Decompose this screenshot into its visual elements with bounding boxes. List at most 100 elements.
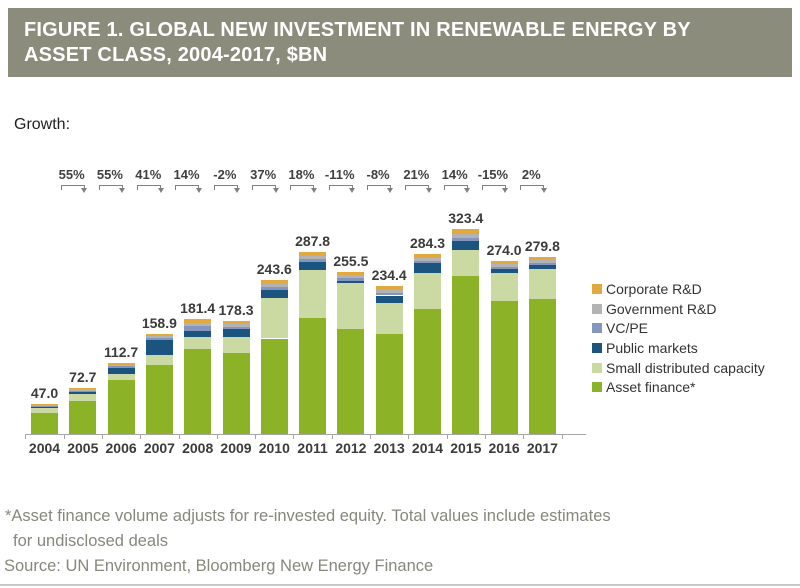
axis-tick [255, 434, 257, 439]
growth-arrow [290, 185, 317, 193]
bar-segment-corporate-r-d [184, 319, 212, 324]
legend-item: Asset finance* [592, 379, 765, 399]
bar-segment-public-markets [222, 329, 250, 337]
bar-segment-public-markets [528, 264, 556, 269]
x-axis-label: 2016 [488, 440, 520, 456]
bar-segment-vc-pe [222, 327, 250, 330]
x-axis-label: 2008 [182, 440, 214, 456]
bar-segment-vc-pe [490, 266, 518, 270]
bar-segment-public-markets [299, 262, 327, 270]
axis-tick [561, 434, 563, 439]
bar-segment-corporate-r-d [414, 254, 441, 259]
bottom-border [0, 584, 800, 586]
bar-segment-asset-finance [31, 412, 58, 434]
growth-arrow [328, 185, 356, 193]
bar-segment-government-r-d [69, 389, 97, 391]
bar-segment-corporate-r-d [69, 388, 97, 390]
bar-segment-corporate-r-d [452, 229, 480, 235]
bar-segment-vc-pe [69, 390, 97, 392]
bar-segment-vc-pe [528, 262, 556, 265]
bar-segment-small-distributed-capacity [299, 269, 327, 318]
bar-segment-small-distributed-capacity [107, 374, 135, 380]
bar-segment-public-markets [414, 263, 441, 273]
bar-segment-public-markets [452, 240, 480, 250]
growth-arrowhead-icon [272, 188, 279, 193]
bar-segment-asset-finance [490, 301, 518, 434]
legend-item: VC/PE [592, 320, 765, 340]
bar-segment-vc-pe [375, 293, 403, 296]
growth-arrowhead-icon [464, 188, 470, 193]
growth-arrowhead-icon [349, 188, 356, 193]
legend-label: VC/PE [606, 320, 649, 337]
bar-segment-vc-pe [31, 406, 58, 408]
bar-segment-public-markets [145, 340, 173, 355]
x-axis-label: 2017 [526, 440, 558, 456]
axis-tick [370, 434, 372, 439]
x-axis-label: 2011 [297, 440, 328, 456]
bar-segment-asset-finance [145, 364, 173, 434]
bar-segment-vc-pe [337, 278, 365, 281]
growth-arrowhead-icon [502, 188, 509, 193]
growth-percent-label: -11% [324, 167, 355, 182]
bar-segment-government-r-d [452, 234, 480, 239]
bar-total-label: 72.7 [69, 369, 97, 386]
legend-swatch-icon [592, 343, 602, 354]
bar-segment-public-markets [490, 269, 518, 273]
bar-total-label: 284.3 [409, 235, 446, 252]
bar-segment-vc-pe [107, 366, 135, 369]
growth-arrowhead-icon [387, 188, 394, 193]
growth-arrow [137, 185, 164, 193]
bar-segment-public-markets [337, 280, 365, 284]
bar-segment-asset-finance [337, 329, 365, 434]
growth-arrow [481, 185, 509, 193]
growth-percent-label: 55% [96, 167, 123, 182]
bar-segment-corporate-r-d [260, 279, 288, 284]
x-axis-label: 2013 [373, 440, 405, 456]
growth-arrow [175, 185, 202, 193]
legend-label: Public markets [606, 340, 698, 357]
bar-total-label: 112.7 [103, 343, 139, 360]
x-axis-label: 2005 [67, 440, 99, 456]
axis-tick [523, 434, 525, 439]
legend-item: Government R&D [592, 301, 765, 321]
bar-total-label: 274.0 [486, 241, 522, 258]
bar-segment-asset-finance [375, 334, 403, 434]
bar-total-label: 287.8 [295, 232, 331, 249]
legend-item: Corporate R&D [592, 281, 765, 301]
bar-segment-government-r-d [145, 336, 173, 338]
axis-tick [484, 434, 486, 439]
legend-item: Small distributed capacity [592, 360, 765, 380]
bar-segment-vc-pe [184, 325, 212, 331]
axis-tick [140, 434, 142, 439]
bar-segment-asset-finance [414, 308, 441, 434]
bar-segment-small-distributed-capacity [31, 407, 58, 413]
bar-total-label: 47.0 [30, 385, 59, 402]
bar-total-label: 243.6 [256, 260, 292, 277]
bar-segment-public-markets [375, 295, 403, 303]
bar-total-label: 158.9 [141, 314, 177, 331]
bar-total-label: 279.8 [524, 238, 560, 255]
growth-arrow [366, 185, 394, 193]
x-axis-label: 2007 [143, 440, 175, 456]
bar-segment-vc-pe [299, 258, 327, 263]
growth-percent-label: 14% [173, 167, 200, 182]
bar-segment-corporate-r-d [375, 285, 403, 291]
growth-arrowhead-icon [425, 188, 432, 193]
growth-percent-label: 21% [403, 167, 430, 182]
bar-segment-asset-finance [260, 338, 288, 434]
bar-segment-small-distributed-capacity [414, 272, 441, 309]
bar-segment-asset-finance [107, 379, 135, 434]
bar-total-label: 181.4 [180, 300, 216, 317]
bar-segment-government-r-d [528, 260, 556, 263]
legend-swatch-icon [592, 362, 602, 373]
growth-arrowhead-icon [157, 188, 164, 193]
legend-label: Small distributed capacity [606, 359, 765, 376]
bar-segment-government-r-d [184, 323, 212, 326]
legend-swatch-icon [592, 323, 602, 334]
growth-arrowhead-icon [81, 188, 87, 193]
growth-arrowhead-icon [119, 188, 126, 193]
growth-label: Growth: [14, 116, 71, 133]
bar-segment-government-r-d [107, 364, 135, 367]
growth-percent-label: -15% [477, 167, 509, 182]
